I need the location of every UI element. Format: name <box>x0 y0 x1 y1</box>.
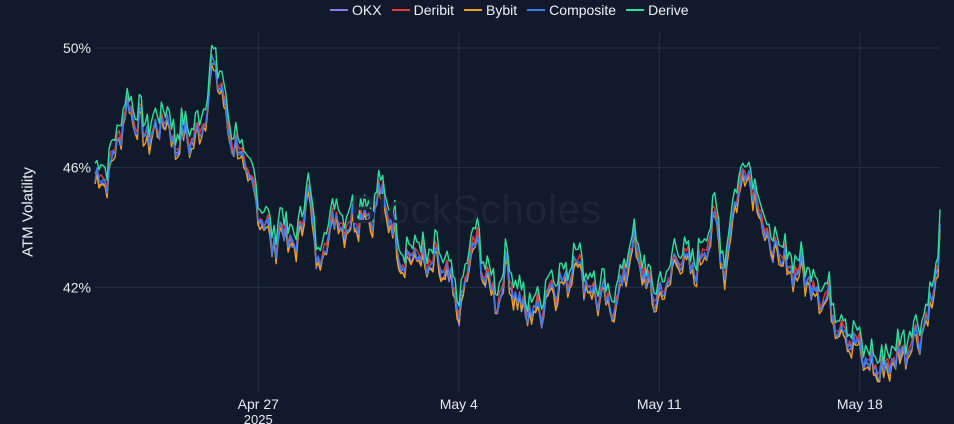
legend-label-composite: Composite <box>549 2 617 18</box>
legend-swatch-derive <box>626 9 645 11</box>
y-tick-label: 46% <box>63 160 91 176</box>
watermark-text: BlockScholes <box>350 188 603 232</box>
legend-item-composite[interactable]: Composite <box>527 2 616 18</box>
legend-item-derive[interactable]: Derive <box>626 2 689 18</box>
legend-swatch-okx <box>330 9 348 11</box>
legend-label-deribit: Deribit <box>413 2 455 18</box>
x-tick-label: May 18 <box>837 396 883 412</box>
legend-item-okx[interactable]: OKX <box>330 2 382 18</box>
legend-swatch-composite <box>527 9 546 11</box>
chart-legend: OKX Deribit Bybit Composite Derive <box>330 2 689 18</box>
legend-swatch-bybit <box>464 9 483 11</box>
legend-item-bybit[interactable]: Bybit <box>464 2 517 18</box>
x-tick-label: May 4 <box>440 396 478 412</box>
x-tick-sublabel: 2025 <box>244 412 273 424</box>
x-tick-label: Apr 27 <box>238 396 279 412</box>
legend-item-deribit[interactable]: Deribit <box>391 2 455 18</box>
x-tick-label: May 11 <box>637 396 682 412</box>
legend-swatch-deribit <box>391 9 410 11</box>
y-tick-label: 42% <box>63 279 91 295</box>
y-axis-label: ATM Volatility <box>19 167 37 257</box>
series-line-derive <box>94 44 941 366</box>
legend-label-derive: Derive <box>648 2 689 18</box>
legend-label-bybit: Bybit <box>486 2 518 18</box>
legend-label-okx: OKX <box>352 2 382 18</box>
series-line-composite <box>94 55 941 381</box>
y-tick-label: 50% <box>63 40 91 56</box>
